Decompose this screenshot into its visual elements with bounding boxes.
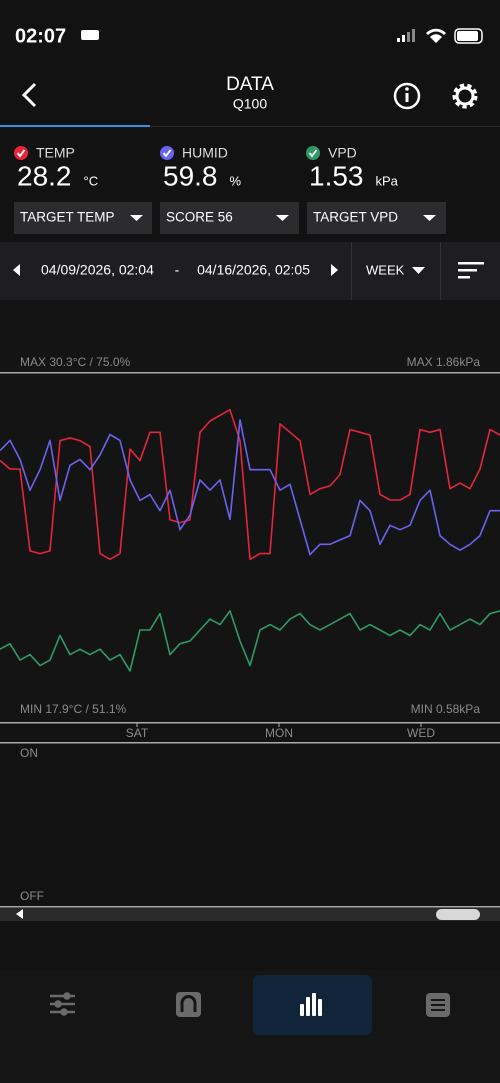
switch-off-label: OFF bbox=[20, 889, 44, 903]
range-separator: - bbox=[175, 262, 180, 278]
info-button[interactable] bbox=[393, 82, 421, 110]
axis-line bbox=[0, 742, 500, 744]
max-label: MAX 30.3°C / 75.0% bbox=[20, 355, 131, 369]
min-label: MIN 0.58kPa bbox=[411, 702, 481, 716]
max-label: MAX 1.86kPa bbox=[407, 355, 481, 369]
reading-check bbox=[14, 146, 28, 160]
reading-check-mark bbox=[16, 149, 26, 158]
range-start: 04/09/2026, 02:04 bbox=[41, 262, 154, 278]
reading-check-mark bbox=[308, 149, 318, 158]
nav-logs[interactable] bbox=[426, 993, 450, 1017]
max-line bbox=[0, 372, 500, 374]
scroll-left[interactable] bbox=[16, 909, 23, 919]
reading-value: 28.2 bbox=[17, 160, 72, 191]
data-line bbox=[0, 408, 500, 561]
min-label: MIN 17.9°C / 51.1% bbox=[20, 702, 127, 716]
header-subtitle: Q100 bbox=[233, 96, 267, 112]
day-label: MON bbox=[265, 726, 293, 740]
prev-button[interactable] bbox=[13, 264, 20, 276]
range-end: 04/16/2026, 02:05 bbox=[197, 262, 310, 278]
status-icons bbox=[81, 28, 483, 44]
reading-check bbox=[160, 146, 174, 160]
dropdown-arrow bbox=[130, 215, 143, 221]
dropdown[interactable] bbox=[160, 202, 299, 234]
dropdown-label: SCORE 56 bbox=[166, 210, 233, 225]
dropdown-label: TARGET VPD bbox=[313, 210, 398, 225]
divider bbox=[351, 242, 352, 300]
reading-unit: °C bbox=[84, 173, 99, 188]
dropdown-arrow bbox=[423, 215, 436, 221]
reading-label: VPD bbox=[328, 145, 357, 161]
data-line bbox=[0, 610, 500, 672]
nav-controls[interactable] bbox=[50, 992, 75, 1016]
tab-indicator bbox=[0, 125, 150, 127]
nav-automation[interactable] bbox=[176, 992, 201, 1017]
period-select[interactable]: WEEK bbox=[366, 262, 405, 277]
chart-area bbox=[0, 301, 500, 723]
reading-unit: % bbox=[230, 173, 242, 188]
data-line bbox=[0, 419, 500, 556]
next-button[interactable] bbox=[331, 264, 338, 276]
settings-button[interactable] bbox=[452, 83, 478, 109]
header-divider bbox=[0, 126, 500, 127]
dropdown-arrow bbox=[412, 267, 425, 274]
switch-on-label: ON bbox=[20, 746, 38, 760]
day-label: SAT bbox=[126, 726, 149, 740]
reading-value: 1.53 bbox=[309, 160, 364, 191]
dropdown-arrow bbox=[276, 215, 289, 221]
min-line bbox=[0, 722, 500, 724]
dropdown[interactable] bbox=[307, 202, 446, 234]
scrollbar[interactable] bbox=[0, 908, 500, 921]
switch-baseline bbox=[0, 906, 500, 908]
back-button[interactable] bbox=[21, 82, 37, 108]
scroll-thumb[interactable] bbox=[436, 909, 480, 920]
reading-label: HUMID bbox=[182, 145, 228, 161]
dropdown[interactable] bbox=[14, 202, 152, 234]
reading-check-mark bbox=[162, 149, 172, 158]
header-title: DATA bbox=[226, 74, 274, 95]
bottom-nav bbox=[0, 970, 500, 1083]
dropdown-label: TARGET TEMP bbox=[20, 210, 115, 225]
reading-unit: kPa bbox=[376, 173, 399, 188]
reading-check bbox=[306, 146, 320, 160]
day-label: WED bbox=[407, 726, 435, 740]
sort-button[interactable] bbox=[458, 262, 484, 279]
reading-value: 59.8 bbox=[163, 160, 218, 191]
status-time: 02:07 bbox=[15, 25, 66, 47]
reading-label: TEMP bbox=[36, 145, 75, 161]
nav-data[interactable] bbox=[300, 993, 322, 1016]
divider bbox=[440, 242, 441, 300]
